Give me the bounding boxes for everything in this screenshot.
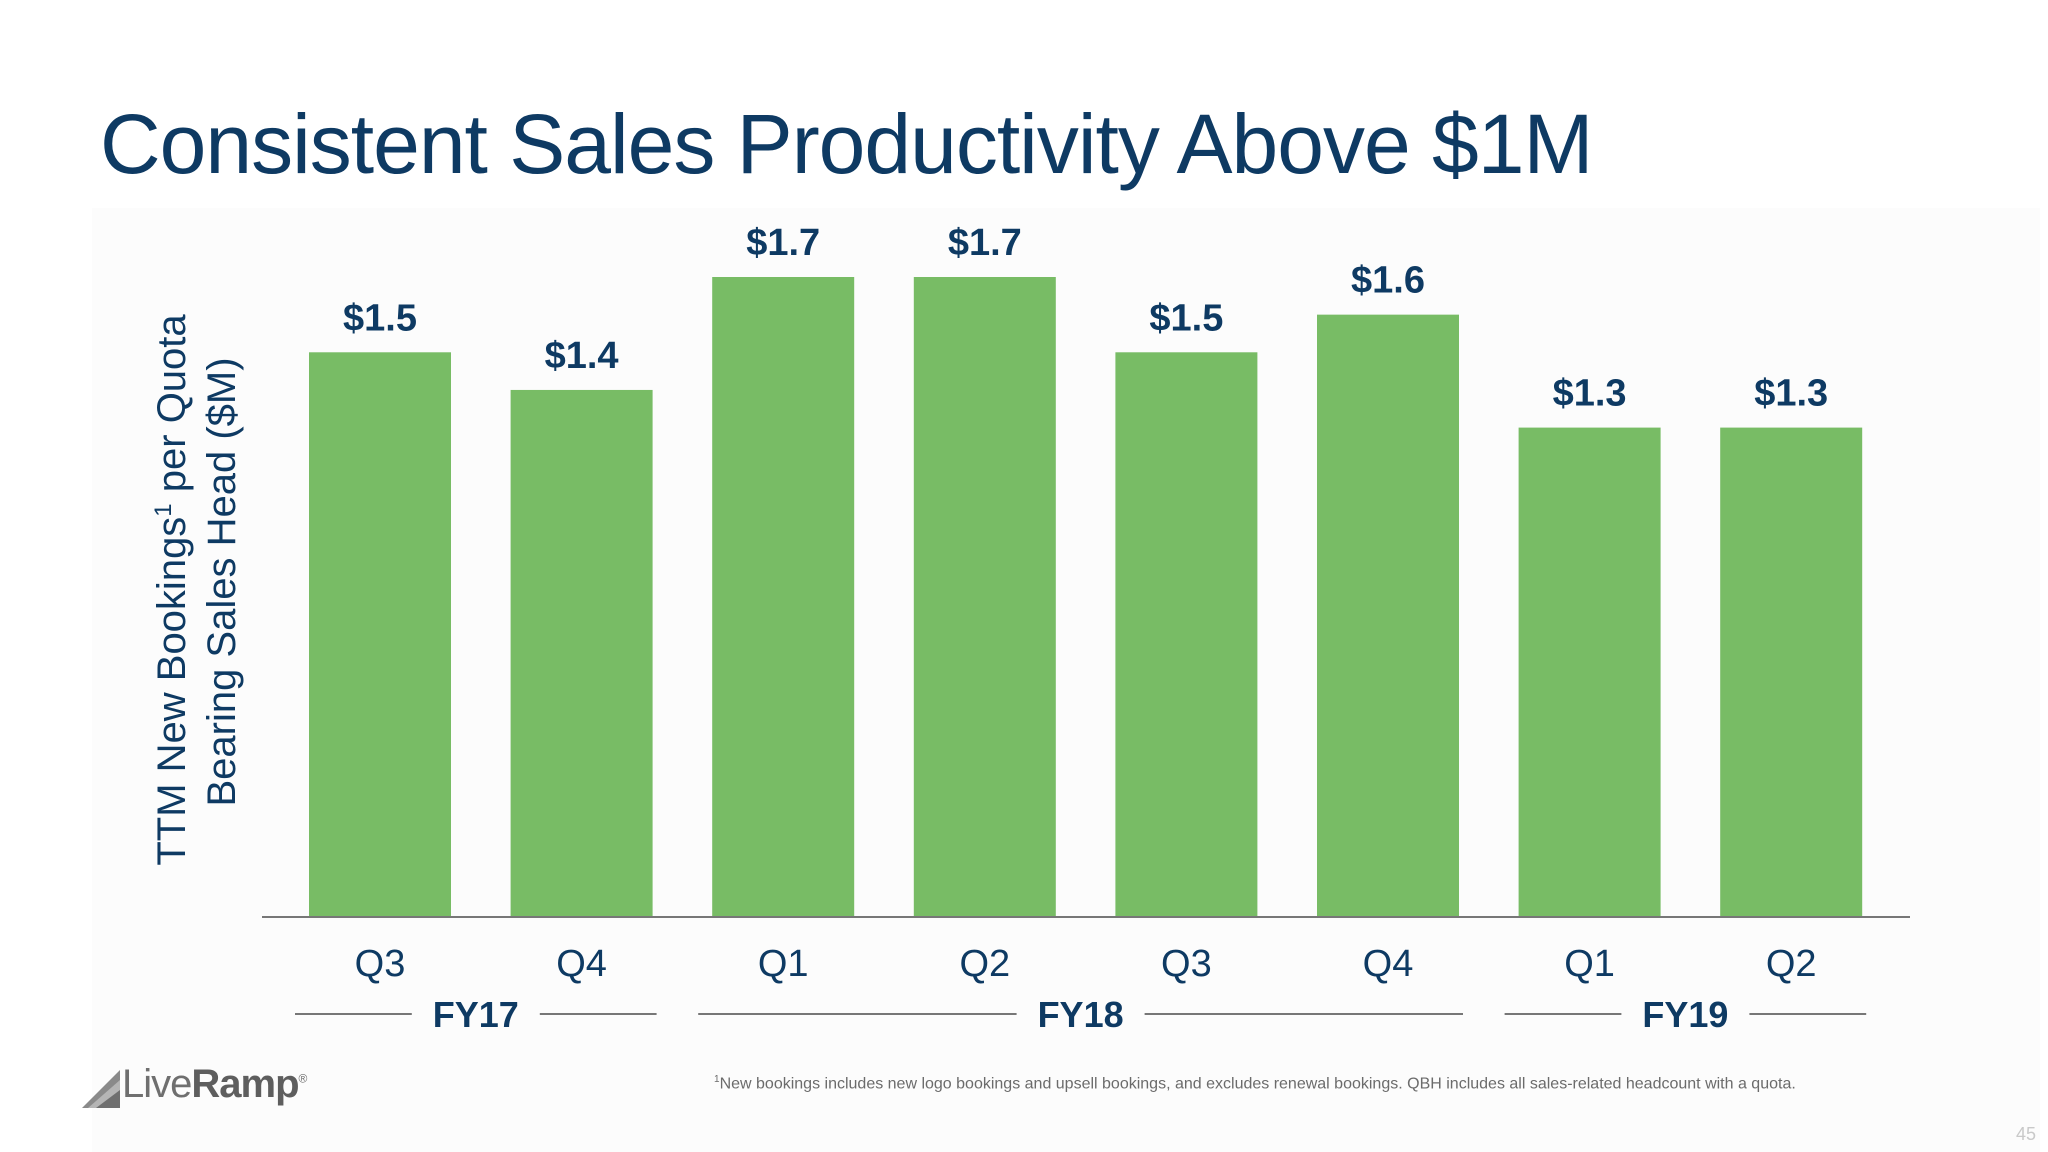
fiscal-group-label-1: FY17: [433, 994, 519, 1035]
data-label-8: $1.3: [1754, 373, 1828, 415]
y-axis-label-line2: Bearing Sales Head ($M): [200, 357, 244, 806]
liveramp-logo-icon: [82, 1070, 120, 1108]
data-label-3: $1.7: [746, 222, 820, 264]
x-tick-label-5: Q3: [1161, 943, 1212, 985]
x-tick-label-1: Q3: [355, 943, 406, 985]
slide-title: Consistent Sales Productivity Above $1M: [100, 97, 1593, 191]
x-tick-label-3: Q1: [758, 943, 809, 985]
data-label-5: $1.5: [1149, 297, 1223, 339]
bar-4: [913, 277, 1056, 917]
logo-text-light: Live: [122, 1062, 192, 1106]
footnote: 1New bookings includes new logo bookings…: [714, 1074, 1796, 1093]
footnote-text: New bookings includes new logo bookings …: [719, 1075, 1796, 1093]
bar-5: [1115, 352, 1258, 917]
y-axis-label-superscript: 1: [150, 503, 177, 516]
data-label-2: $1.4: [545, 335, 619, 377]
page-number: 45: [2015, 1124, 2036, 1144]
data-label-7: $1.3: [1553, 373, 1627, 415]
x-tick-label-2: Q4: [556, 943, 607, 985]
x-tick-label-8: Q2: [1766, 943, 1817, 985]
footnote-marker: 1: [714, 1074, 720, 1085]
data-label-6: $1.6: [1351, 260, 1425, 302]
data-label-4: $1.7: [948, 222, 1022, 264]
x-tick-label-4: Q2: [959, 943, 1010, 985]
fiscal-group-label-2: FY18: [1038, 994, 1124, 1035]
x-tick-label-6: Q4: [1363, 943, 1414, 985]
bar-6: [1317, 314, 1459, 917]
x-tick-label-7: Q1: [1564, 943, 1615, 985]
logo-registered-mark: ®: [298, 1071, 308, 1086]
data-label-1: $1.5: [343, 297, 417, 339]
y-axis-label-line1: TTM New Bookings1 per Quota: [150, 314, 194, 866]
bar-8: [1720, 427, 1863, 917]
logo-text-bold: Ramp: [191, 1062, 299, 1106]
bar-3: [712, 277, 855, 917]
bar-2: [510, 389, 653, 917]
y-axis-label-line1-end: per Quota: [150, 314, 194, 504]
bar-1: [309, 352, 451, 917]
liveramp-logo: LiveRamp®: [80, 1062, 320, 1110]
bar-7: [1518, 427, 1661, 917]
fiscal-group-label-3: FY19: [1642, 994, 1728, 1035]
logo-wordmark: LiveRamp®: [122, 1062, 308, 1107]
y-axis-label-line1-start: TTM New Bookings: [150, 517, 194, 866]
